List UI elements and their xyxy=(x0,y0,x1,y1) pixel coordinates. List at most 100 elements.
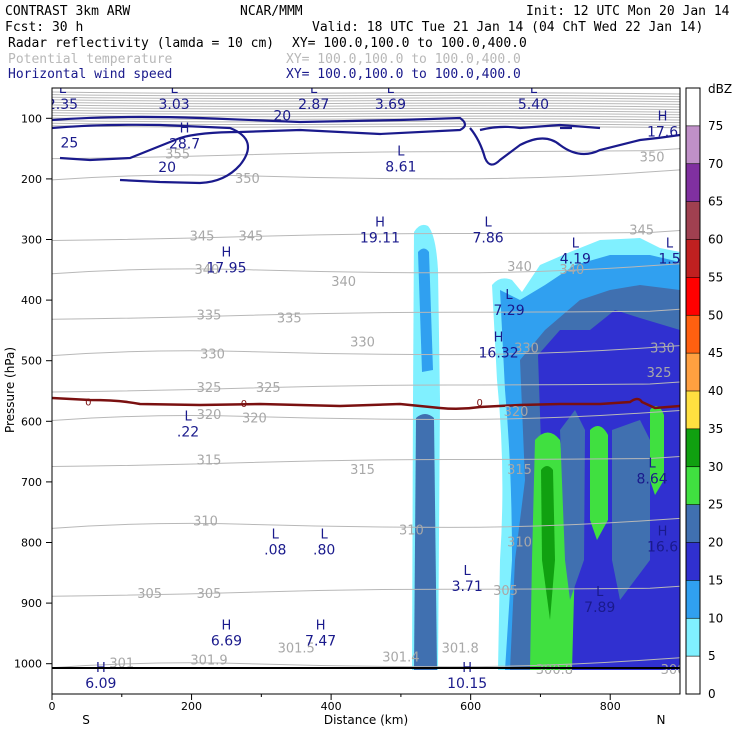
zero-dbz-labels: 0 0 0 xyxy=(85,397,483,410)
y-tick-label: 200 xyxy=(21,173,42,186)
y-tick-label: 600 xyxy=(21,415,42,428)
extremum-low: L2.87 xyxy=(298,88,329,113)
extremum-low: L1.5 xyxy=(658,237,680,268)
theta-dense-line xyxy=(52,96,680,100)
field-name-reflectivity: Radar reflectivity (lamda = 10 cm) xyxy=(8,36,274,51)
theta-dense-line xyxy=(52,107,680,111)
extremum-type: L xyxy=(387,82,395,97)
theta-label-text: 301.8 xyxy=(442,642,479,657)
extremum-low: L7.86 xyxy=(473,215,504,246)
theta-label: 345 xyxy=(238,229,263,244)
extremum-type: L xyxy=(272,528,280,543)
theta-label: 315 xyxy=(197,454,222,469)
extremum-low: L.22 xyxy=(177,409,199,440)
extremum-value: .80 xyxy=(313,543,335,559)
theta-label-text: 340 xyxy=(507,260,532,275)
theta-dense-line xyxy=(52,99,680,103)
theta-label-text: 301.9 xyxy=(190,654,227,669)
plot-frame xyxy=(51,87,681,695)
extremum-value: 7.89 xyxy=(584,600,615,616)
extremum-type: L xyxy=(648,457,656,472)
valid-time: Valid: 18 UTC Tue 21 Jan 14 (04 ChT Wed … xyxy=(312,20,703,35)
theta-contour-line xyxy=(52,517,680,529)
theta-label: 335 xyxy=(197,308,222,323)
colorbar-swatch xyxy=(686,125,700,164)
reflectivity-core-1-30dbz xyxy=(541,466,555,620)
extremum-low: L7.29 xyxy=(493,288,524,319)
theta-label-text: 330 xyxy=(350,336,375,351)
theta-label: 305 xyxy=(493,584,518,599)
field-xy-wind: XY= 100.0,100.0 to 100.0,400.0 xyxy=(286,67,521,82)
extremum-value: 2.35 xyxy=(47,97,78,113)
theta-contour-line xyxy=(52,263,680,275)
extremum-high: H7.47 xyxy=(305,618,336,649)
theta-label-text: 315 xyxy=(197,454,222,469)
theta-label: 301.4 xyxy=(382,651,419,666)
theta-label: 300 xyxy=(661,663,680,678)
colorbar-swatch xyxy=(686,315,700,354)
theta-label: 301.9 xyxy=(190,654,227,669)
extremum-low: L7.89 xyxy=(584,585,615,616)
colorbar-tick-label: 70 xyxy=(708,157,723,171)
colorbar-swatch xyxy=(686,277,700,316)
extremum-value: 6.09 xyxy=(85,676,116,692)
theta-label: 301.8 xyxy=(442,642,479,657)
colorbar-tick-label: 65 xyxy=(708,195,723,209)
colorbar-swatch xyxy=(686,163,700,202)
y-tick-label: 300 xyxy=(21,234,42,247)
theta-label-text: 301 xyxy=(109,657,134,672)
extremum-value: 16.32 xyxy=(479,346,519,362)
theta-label: 355 xyxy=(165,148,190,163)
theta-label: 305 xyxy=(197,587,222,602)
x-end-label-north: N xyxy=(657,713,666,727)
x-axis-label: Distance (km) xyxy=(324,713,408,727)
wind-contour-25 xyxy=(52,115,467,162)
extremum-value: 3.71 xyxy=(452,579,483,595)
colorbar-tick-label: 75 xyxy=(708,119,723,133)
extremum-value: 28.7 xyxy=(169,136,200,152)
theta-label: 310 xyxy=(399,523,424,538)
theta-contour-line xyxy=(52,381,680,393)
theta-label-text: 355 xyxy=(165,148,190,163)
extremum-value: 16.6 xyxy=(647,539,678,555)
extremum-high: H16.32 xyxy=(479,331,519,362)
theta-contour-line xyxy=(52,229,680,241)
wind-contour-label: 20 xyxy=(273,108,291,124)
extremum-value: 4.19 xyxy=(560,252,591,268)
reflectivity-shading xyxy=(412,224,680,670)
theta-dense-line xyxy=(52,109,680,113)
theta-label-text: 345 xyxy=(629,223,654,238)
extremum-type: L xyxy=(505,288,513,303)
extremum-type: L xyxy=(464,564,472,579)
theta-label-text: 325 xyxy=(256,381,281,396)
colorbar-tick-label: 45 xyxy=(708,346,723,360)
forecast-hour: Fcst: 30 h xyxy=(5,20,83,35)
colorbar-tick-label: 40 xyxy=(708,384,723,398)
extremum-high: H28.7 xyxy=(169,121,200,152)
y-tick-label: 500 xyxy=(21,355,42,368)
x-tick-label: 0 xyxy=(49,700,56,713)
theta-label: 325 xyxy=(256,381,281,396)
extremum-type: L xyxy=(484,215,492,230)
theta-label-text: 301.4 xyxy=(382,651,419,666)
extremum-type: H xyxy=(375,215,385,230)
theta-dense-line xyxy=(52,117,680,121)
extremum-value: 5.40 xyxy=(518,97,549,113)
colorbar-unit: dBZ xyxy=(708,82,732,96)
extremum-high: H17.95 xyxy=(206,246,246,277)
theta-label: 320 xyxy=(504,405,529,420)
theta-label: 340 xyxy=(507,260,532,275)
init-time: Init: 12 UTC Mon 20 Jan 14 xyxy=(526,4,730,19)
theta-label: 320 xyxy=(242,411,267,426)
reflectivity-column-west-10dbz-upper xyxy=(418,248,433,372)
zero-dbz-label: 0 xyxy=(477,398,483,409)
x-tick-label: 400 xyxy=(321,700,342,713)
theta-label-text: 305 xyxy=(493,584,518,599)
extremum-type: L xyxy=(397,145,405,160)
extremum-value: 7.86 xyxy=(473,230,504,246)
extremum-value: 17.95 xyxy=(206,261,246,277)
theta-label-text: 310 xyxy=(399,523,424,538)
extremum-low: L2.35 xyxy=(47,88,78,113)
zero-dbz-contour xyxy=(52,396,680,411)
theta-label: 325 xyxy=(647,366,672,381)
